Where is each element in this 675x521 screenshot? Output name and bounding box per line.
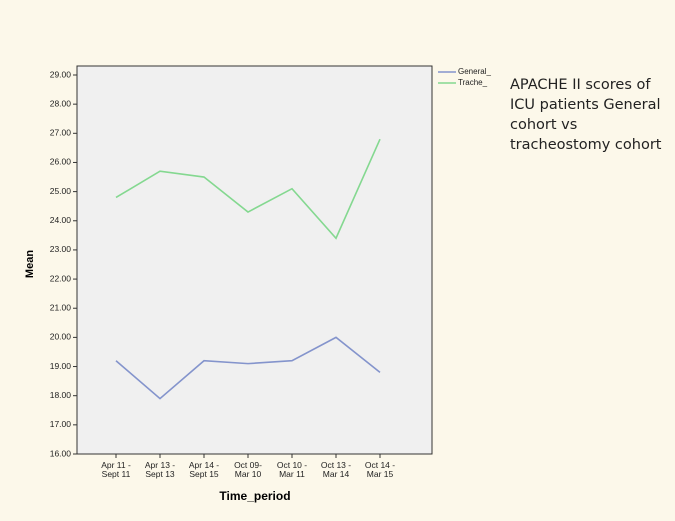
y-tick-label: 27.00 [50, 128, 72, 138]
legend-label: General_ [458, 67, 491, 76]
y-tick-label: 23.00 [50, 244, 72, 254]
y-tick-label: 19.00 [50, 361, 72, 371]
annotation: tracheostomy cohort [510, 137, 662, 153]
y-tick-label: 21.00 [50, 302, 72, 312]
x-axis-label: Time_period [219, 489, 290, 503]
y-axis-label: Mean [24, 250, 36, 278]
legend-label: Trache_ [458, 78, 488, 87]
x-tick-label: Oct 14 - Mar 15 [364, 460, 396, 479]
y-tick-label: 28.00 [50, 98, 72, 108]
plot-area [76, 65, 433, 455]
line-series [115, 138, 381, 240]
x-tick-label: Oct 09- Mar 10 [234, 460, 262, 479]
annotation: APACHE II scores of [510, 77, 651, 93]
x-tick-label: Apr 14 - Sept 15 [188, 460, 220, 479]
annotation: cohort vs [510, 117, 578, 133]
y-tick-label: 24.00 [50, 215, 72, 225]
y-tick-label: 25.00 [50, 186, 72, 196]
x-tick-label: Oct 10 - Mar 11 [276, 460, 308, 479]
annotation: ICU patients General [510, 97, 661, 113]
y-tick-label: 29.00 [50, 69, 72, 79]
y-tick-label: 26.00 [50, 157, 72, 167]
x-tick-label: Apr 13 - Sept 13 [144, 460, 176, 479]
y-tick-label: 17.00 [50, 419, 72, 429]
y-tick-label: 22.00 [50, 273, 72, 283]
y-tick-label: 16.00 [50, 448, 72, 458]
y-tick-label: 20.00 [50, 332, 72, 342]
x-tick-label: Apr 11 - Sept 11 [101, 460, 131, 479]
y-tick-label: 18.00 [50, 390, 72, 400]
line-series [115, 336, 381, 400]
x-tick-label: Oct 13 - Mar 14 [320, 460, 352, 479]
